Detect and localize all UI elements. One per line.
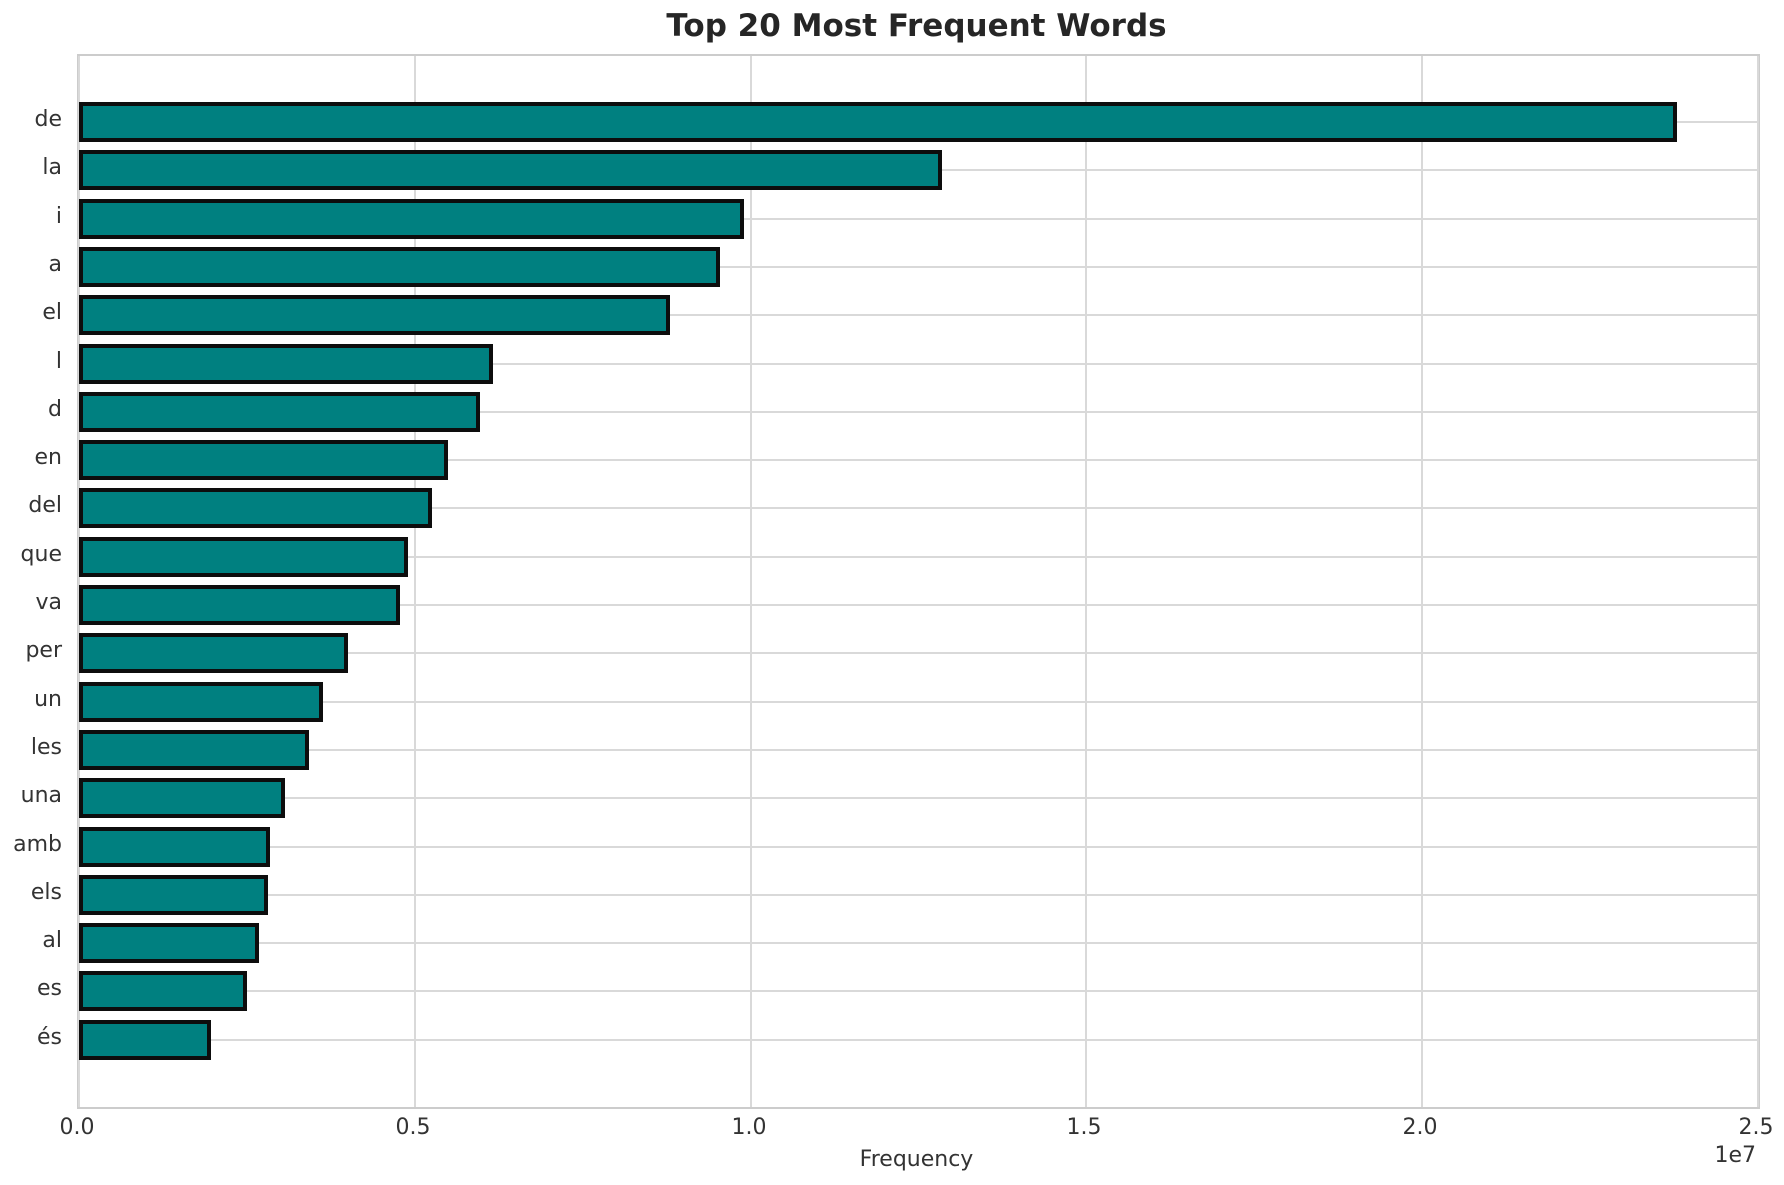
gridline-horizontal bbox=[79, 701, 1758, 703]
bar-els bbox=[79, 875, 268, 915]
y-axis-label: la bbox=[42, 155, 62, 180]
x-tick-label: 1.0 bbox=[731, 1115, 767, 1140]
x-tick-label: 2.0 bbox=[1402, 1115, 1438, 1140]
gridline-horizontal bbox=[79, 411, 1758, 413]
y-axis-label: un bbox=[34, 687, 62, 712]
gridline-horizontal bbox=[79, 894, 1758, 896]
y-axis-label: a bbox=[48, 252, 62, 277]
gridline-horizontal bbox=[79, 556, 1758, 558]
gridline-horizontal bbox=[79, 266, 1758, 268]
gridline-horizontal bbox=[79, 990, 1758, 992]
gridline-horizontal bbox=[79, 363, 1758, 365]
x-tick-label: 2.5 bbox=[1738, 1115, 1774, 1140]
x-axis-ticks: 0.0 0.5 1.0 1.5 2.0 2.5 bbox=[60, 1115, 1774, 1141]
y-axis-label: és bbox=[37, 1025, 62, 1050]
y-axis-label: de bbox=[34, 107, 63, 132]
bar-una bbox=[79, 778, 285, 818]
gridline-horizontal bbox=[79, 942, 1758, 944]
y-axis-label: d bbox=[48, 397, 62, 422]
y-axis-label: una bbox=[20, 783, 62, 808]
x-tick-label: 0.5 bbox=[395, 1115, 431, 1140]
bar-a bbox=[79, 247, 720, 287]
gridline-vertical bbox=[1421, 56, 1423, 1107]
bar-amb bbox=[79, 827, 270, 867]
y-axis-label: els bbox=[30, 880, 62, 905]
y-axis-label: amb bbox=[13, 832, 62, 857]
y-axis-labels: de la i a el l d en del que va per un les una amb els al e… bbox=[0, 54, 62, 1105]
y-axis-label: el bbox=[42, 300, 62, 325]
bar-va bbox=[79, 585, 400, 625]
bar-en bbox=[79, 440, 448, 480]
gridline-vertical bbox=[750, 56, 752, 1107]
x-tick-label: 1.5 bbox=[1066, 1115, 1102, 1140]
gridline-horizontal bbox=[79, 846, 1758, 848]
gridline-horizontal bbox=[79, 797, 1758, 799]
bar-un bbox=[79, 682, 323, 722]
y-axis-label: es bbox=[37, 976, 62, 1001]
bar-de bbox=[79, 102, 1677, 142]
y-axis-label: i bbox=[55, 204, 62, 229]
bar-es bbox=[79, 971, 247, 1011]
gridline-horizontal bbox=[79, 507, 1758, 509]
gridline-vertical bbox=[1085, 56, 1087, 1107]
axis-offset-label: 1e7 bbox=[1714, 1143, 1756, 1168]
bar-del bbox=[79, 488, 432, 528]
x-axis-title: Frequency bbox=[859, 1147, 974, 1172]
gridline-horizontal bbox=[79, 652, 1758, 654]
gridline-horizontal bbox=[79, 459, 1758, 461]
bar-les bbox=[79, 730, 309, 770]
gridline-horizontal bbox=[79, 749, 1758, 751]
gridline-horizontal bbox=[79, 1039, 1758, 1041]
bar-l bbox=[79, 344, 493, 384]
y-axis-label: l bbox=[55, 349, 62, 374]
bar-i bbox=[79, 199, 744, 239]
y-axis-label: va bbox=[35, 590, 62, 615]
plot-area bbox=[77, 54, 1760, 1109]
bar-la bbox=[79, 150, 942, 190]
x-tick-label: 0.0 bbox=[59, 1115, 95, 1140]
gridline-vertical bbox=[78, 56, 80, 1107]
chart-title: Top 20 Most Frequent Words bbox=[666, 8, 1167, 44]
y-axis-label: per bbox=[25, 638, 62, 663]
y-axis-label: les bbox=[30, 735, 62, 760]
bar-per bbox=[79, 633, 348, 673]
y-axis-label: del bbox=[28, 493, 62, 518]
gridline-horizontal bbox=[79, 604, 1758, 606]
y-axis-label: al bbox=[42, 928, 62, 953]
bar-d bbox=[79, 392, 480, 432]
bar-que bbox=[79, 537, 408, 577]
y-axis-label: que bbox=[20, 542, 62, 567]
gridline-horizontal bbox=[79, 218, 1758, 220]
gridline-vertical bbox=[1757, 56, 1759, 1107]
bar-el bbox=[79, 295, 670, 335]
gridline-vertical bbox=[414, 56, 416, 1107]
bar-al bbox=[79, 923, 259, 963]
bar-és bbox=[79, 1020, 211, 1060]
y-axis-label: en bbox=[34, 445, 62, 470]
gridline-horizontal bbox=[79, 314, 1758, 316]
